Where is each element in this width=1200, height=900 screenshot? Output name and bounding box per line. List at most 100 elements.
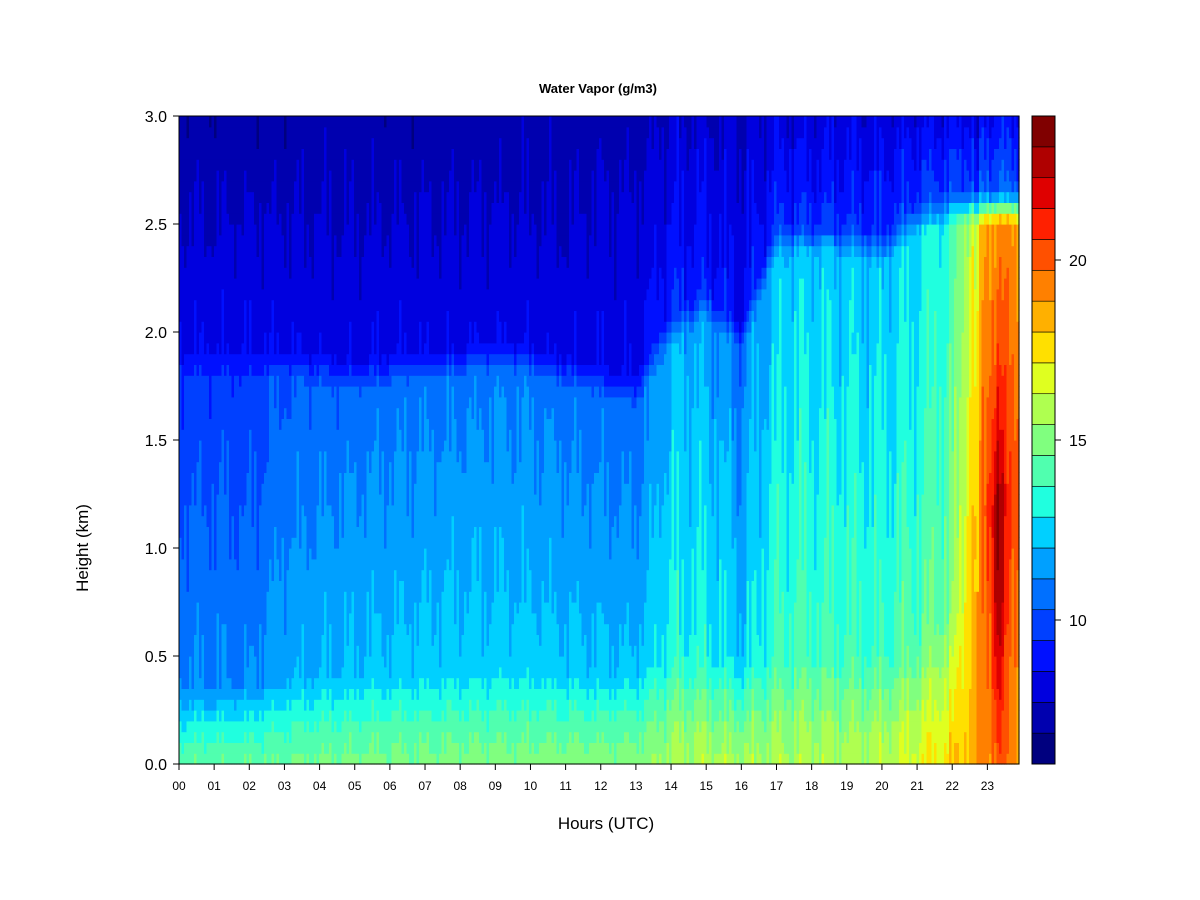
heat-cell [246, 558, 250, 571]
heat-cell [279, 137, 283, 149]
heat-cell [266, 213, 270, 225]
heat-cell [199, 256, 203, 268]
heat-cell [229, 310, 233, 322]
heat-cell [181, 461, 185, 473]
heat-cell [289, 515, 293, 527]
heat-cell [181, 483, 185, 495]
heat-cell [179, 591, 183, 603]
heat-cell [231, 569, 235, 581]
heat-cell [216, 742, 220, 754]
heat-cell [266, 742, 270, 754]
heat-cell [184, 213, 188, 225]
heat-cell [251, 753, 255, 765]
heat-cell [221, 332, 225, 344]
heat-cell [211, 645, 215, 657]
heat-cell [194, 267, 198, 279]
heat-cell [236, 386, 240, 398]
heat-cell [209, 602, 213, 614]
heat-cell [204, 677, 208, 689]
heat-cell [239, 191, 243, 203]
heat-cell [249, 548, 253, 560]
heat-cell [271, 720, 275, 733]
heat-cell [206, 656, 210, 668]
heat-cell [226, 742, 230, 754]
heat-cell [231, 472, 235, 484]
heat-cell [196, 720, 200, 733]
heat-cell [266, 450, 270, 463]
heat-cell [206, 429, 210, 441]
heat-cell [204, 245, 208, 257]
heat-cell [244, 342, 248, 355]
heat-cell [246, 342, 250, 355]
heat-cell [286, 126, 290, 139]
heat-cell [214, 299, 218, 311]
heat-cell [209, 299, 213, 311]
heat-cell [291, 440, 295, 452]
heat-cell [181, 126, 185, 139]
heat-cell [236, 148, 240, 160]
heat-cell [211, 440, 215, 452]
heat-cell [181, 699, 185, 711]
heat-cell [219, 472, 223, 484]
heat-cell [279, 483, 283, 495]
heat-cell [201, 429, 205, 441]
heat-cell [219, 386, 223, 398]
heat-cell [244, 288, 248, 301]
heat-cell [226, 645, 230, 657]
heat-cell [281, 504, 285, 517]
heat-cell [234, 148, 238, 160]
heat-cell [266, 224, 270, 236]
heat-cell [189, 321, 193, 333]
heat-cell [291, 569, 295, 581]
heat-cell [191, 418, 195, 430]
heat-cell [244, 612, 248, 625]
heat-cell [271, 591, 275, 603]
heat-cell [194, 234, 198, 247]
heat-cell [189, 569, 193, 581]
heat-cell [184, 191, 188, 203]
heat-cell [216, 645, 220, 657]
heat-cell [196, 440, 200, 452]
heat-cell [216, 299, 220, 311]
heat-cell [294, 602, 298, 614]
heat-cell [286, 148, 290, 160]
heat-cell [286, 537, 290, 549]
heat-cell [266, 461, 270, 473]
heat-cell [236, 278, 240, 290]
heat-cell [224, 699, 228, 711]
heat-cell [211, 321, 215, 333]
heat-cell [261, 299, 265, 311]
heat-cell [211, 634, 215, 646]
heat-cell [211, 450, 215, 463]
heat-cell [286, 548, 290, 560]
heat-cell [271, 126, 275, 139]
heat-cell [256, 526, 260, 538]
heat-cell [184, 245, 188, 257]
heat-cell [261, 170, 265, 182]
heat-cell [274, 224, 278, 236]
heat-cell [196, 580, 200, 592]
heat-cell [221, 472, 225, 484]
heat-cell [179, 483, 183, 495]
heat-cell [284, 591, 288, 603]
heat-cell [239, 440, 243, 452]
heat-cell [211, 504, 215, 517]
heat-cell [199, 483, 203, 495]
heat-cell [251, 353, 255, 365]
heat-cell [291, 548, 295, 560]
heat-cell [226, 202, 230, 214]
heat-cell [281, 688, 285, 700]
heat-cell [191, 580, 195, 592]
heat-cell [179, 699, 183, 711]
heat-cell [246, 364, 250, 376]
heat-cell [234, 602, 238, 614]
heat-cell [229, 202, 233, 214]
heat-cell [264, 213, 268, 225]
heat-cell [231, 623, 235, 635]
heat-cell [281, 591, 285, 603]
heat-cell [236, 720, 240, 733]
heat-cell [276, 580, 280, 592]
heat-cell [289, 688, 293, 700]
heat-cell [266, 591, 270, 603]
heat-cell [261, 623, 265, 635]
